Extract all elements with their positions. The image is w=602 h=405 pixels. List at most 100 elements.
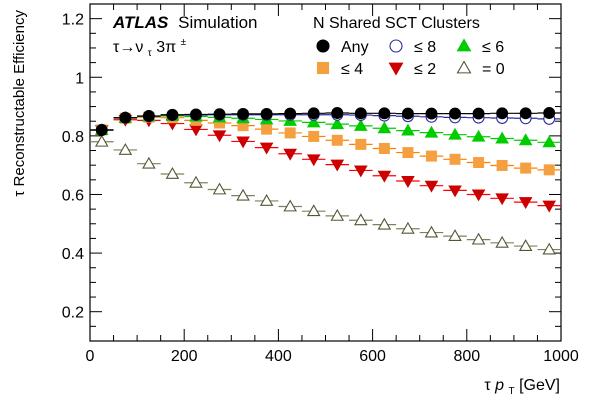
- simulation-label: Simulation: [178, 13, 257, 32]
- legend-label: Any: [341, 39, 369, 56]
- series-point: [260, 107, 273, 120]
- legend-marker: [456, 38, 472, 52]
- series-point: [94, 134, 109, 147]
- series-point: [330, 117, 345, 130]
- series-point: [471, 189, 486, 202]
- axes: 0 200 400 600 800 1000 0.2 0.4 0.6 0.8 1 1.2: [62, 3, 579, 365]
- series-point: [355, 138, 367, 150]
- series-point: [212, 130, 227, 143]
- series-point: [473, 157, 485, 169]
- series-point: [448, 185, 462, 198]
- legend-label: ≤ 2: [414, 61, 436, 78]
- series-point: [259, 142, 274, 155]
- y-axis-label: τ Reconstructable Efficiency: [11, 10, 28, 197]
- y-tick-label: 0.6: [62, 187, 84, 204]
- series-point: [401, 221, 415, 234]
- series-point: [165, 167, 180, 179]
- series-point: [543, 107, 556, 119]
- series-point: [261, 123, 273, 135]
- x-tick-label: 600: [359, 348, 386, 365]
- series-point: [306, 115, 321, 128]
- series-point: [284, 107, 297, 120]
- series-point: [308, 130, 320, 142]
- y-tick-label: 0.2: [62, 305, 84, 322]
- series-point: [237, 107, 250, 120]
- series-point: [119, 111, 132, 124]
- series-point: [495, 235, 509, 248]
- series-point: [118, 142, 133, 155]
- x-axis-label: τ p T [GeV]: [484, 377, 560, 398]
- series-point: [166, 108, 179, 121]
- series-point: [377, 170, 392, 183]
- series-point: [496, 159, 508, 171]
- series-point: [283, 148, 297, 161]
- series-point: [377, 217, 392, 230]
- legend-marker: [456, 60, 472, 74]
- process-superscript: ±: [181, 37, 187, 48]
- legend-label: ≤ 8: [414, 39, 436, 56]
- legend-marker: [316, 39, 330, 53]
- series-point: [448, 229, 462, 242]
- atlas-label: ATLAS: [112, 13, 169, 32]
- series-3: [90, 111, 561, 176]
- legend-label: = 0: [482, 61, 505, 78]
- series-point: [378, 107, 391, 120]
- series-point: [424, 225, 439, 238]
- series-point: [283, 199, 297, 212]
- series-point: [377, 121, 392, 134]
- legend-title: N Shared SCT Clusters: [313, 15, 480, 32]
- x-tick-label: 800: [453, 348, 480, 365]
- series-point: [520, 162, 532, 174]
- series-point: [472, 107, 485, 120]
- svg-text:τ→ν τ 3π ±: τ→ν τ 3π ±: [113, 37, 187, 60]
- series-point: [259, 193, 274, 206]
- data-series: [90, 107, 561, 255]
- series-point: [236, 136, 250, 149]
- series-point: [471, 129, 486, 142]
- legend: Any ≤ 8 ≤ 6 ≤ 4 ≤ 2 = 0: [316, 38, 505, 78]
- series-point: [518, 133, 533, 146]
- series-point: [142, 109, 155, 122]
- series-point: [542, 135, 557, 148]
- series-point: [331, 107, 344, 119]
- y-tick-label: 1: [75, 70, 84, 87]
- series-point: [518, 197, 533, 210]
- series-point: [354, 165, 368, 178]
- legend-marker: [389, 39, 403, 53]
- series-point: [236, 188, 250, 201]
- series-point: [401, 176, 415, 188]
- series-point: [190, 108, 202, 121]
- x-tick-label: 400: [265, 348, 292, 365]
- series-point: [189, 175, 203, 188]
- series-point: [519, 107, 532, 120]
- svg-text:ATLAS Simulation: ATLAS Simulation: [112, 13, 258, 32]
- y-tick-label: 0.4: [62, 246, 84, 263]
- series-point: [496, 107, 509, 120]
- series-point: [402, 147, 414, 159]
- series-point: [543, 164, 555, 176]
- process-subscript: τ: [148, 48, 152, 59]
- series-point: [306, 154, 321, 167]
- y-tick-label: 1.2: [62, 12, 84, 29]
- legend-marker: [316, 61, 330, 75]
- series-point: [354, 213, 368, 226]
- series-point: [189, 124, 203, 137]
- series-point: [307, 107, 320, 120]
- series-point: [212, 182, 227, 195]
- series-point: [448, 127, 462, 140]
- series-point: [424, 180, 439, 193]
- series-point: [330, 159, 345, 172]
- series-point: [449, 153, 461, 165]
- series-point: [542, 200, 557, 213]
- series-point: [330, 208, 345, 221]
- series-point: [401, 107, 414, 120]
- series-point: [471, 232, 486, 245]
- series-point: [495, 193, 509, 206]
- x-tick-label: 200: [171, 348, 198, 365]
- series-point: [284, 127, 296, 139]
- series-point: [495, 131, 509, 144]
- series-point: [306, 204, 321, 217]
- legend-label: ≤ 6: [482, 39, 504, 56]
- process-tail: 3π: [156, 39, 176, 56]
